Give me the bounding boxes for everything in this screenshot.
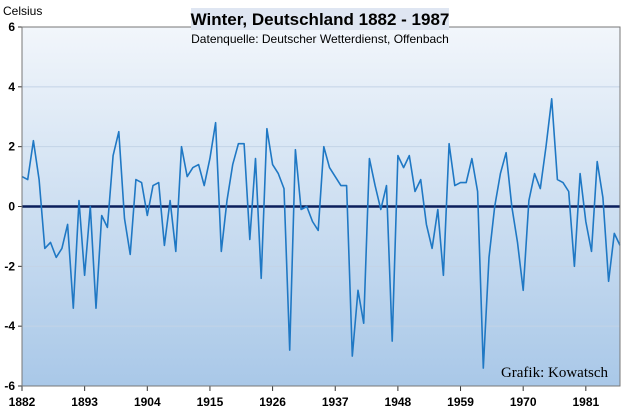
x-tick-label: 1893 [71,395,98,409]
x-axis: 1882 1893 1904 1915 1926 1937 1948 1959 1970 1981 [9,386,599,409]
x-tick-label: 1904 [134,395,161,409]
series-line-winter-temperature [21,98,621,369]
chart-subtitle: Datenquelle: Deutscher Wetterdienst, Off… [191,32,449,46]
x-tick-label: 1981 [572,395,599,409]
y-tick-label: 2 [8,140,15,154]
x-tick-label: 1915 [197,395,224,409]
y-tick-label: 6 [8,20,15,34]
x-tick-label: 1948 [385,395,412,409]
y-tick-label: -4 [4,319,15,333]
credit-label: Grafik: Kowatsch [501,365,609,381]
y-axis-unit-label: Celsius [3,4,42,18]
y-tick-label: -6 [4,379,15,393]
y-tick-label: 0 [8,200,15,214]
chart-title: Winter, Deutschland 1882 - 1987 [191,10,450,29]
y-axis: -6 -4 -2 0 2 4 6 [4,20,22,393]
x-tick-label: 1959 [447,395,474,409]
y-tick-label: 4 [8,80,15,94]
x-tick-label: 1970 [510,395,537,409]
y-tick-label: -2 [4,259,15,273]
x-tick-label: 1926 [259,395,286,409]
title-box [191,8,449,30]
x-tick-label: 1937 [322,395,349,409]
x-tick-label: 1882 [9,395,36,409]
